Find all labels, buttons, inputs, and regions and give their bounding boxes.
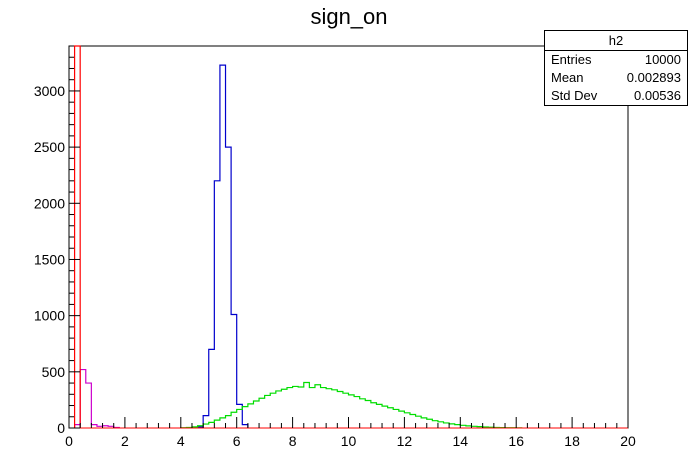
stats-label: Entries xyxy=(551,52,592,67)
bin-magenta xyxy=(91,425,97,428)
plot-frame xyxy=(68,45,629,429)
bin-green xyxy=(287,388,293,428)
bin-blue xyxy=(209,349,215,428)
bin-green xyxy=(371,403,377,428)
stats-box: h2 Entries 10000 Mean 0.002893 Std Dev 0… xyxy=(544,30,688,106)
bin-green xyxy=(337,391,343,428)
bin-green xyxy=(248,404,254,428)
bin-green xyxy=(382,406,388,428)
bin-green xyxy=(293,386,299,428)
bin-green xyxy=(332,390,338,428)
bin-red xyxy=(75,46,81,428)
bin-green xyxy=(309,388,315,428)
stats-value: 0.00536 xyxy=(634,88,681,103)
stats-value: 0.002893 xyxy=(626,70,681,85)
y-tick-label: 1000 xyxy=(34,308,65,324)
bin-green xyxy=(399,411,405,428)
bin-green xyxy=(281,389,287,428)
series-blue-histogram xyxy=(196,64,249,428)
series-red-histogram xyxy=(73,45,81,428)
bin-green xyxy=(365,400,371,428)
y-tick-label: 0 xyxy=(57,420,65,436)
bin-green xyxy=(393,409,399,428)
bin-magenta xyxy=(86,383,92,428)
stats-box-name: h2 xyxy=(545,31,687,51)
bin-blue xyxy=(231,315,237,428)
bin-green xyxy=(444,423,450,428)
bin-green xyxy=(427,419,433,428)
bin-green xyxy=(231,412,237,428)
y-tick-label: 3000 xyxy=(34,83,65,99)
bin-green xyxy=(404,413,410,428)
stats-row-entries: Entries 10000 xyxy=(545,51,687,69)
stats-label: Mean xyxy=(551,70,584,85)
bin-green xyxy=(242,407,248,428)
y-tick-label: 2000 xyxy=(34,195,65,211)
x-tick-label: 12 xyxy=(397,433,413,449)
bin-green xyxy=(237,409,243,428)
bin-green xyxy=(432,421,438,428)
bin-green xyxy=(298,387,304,428)
bin-blue xyxy=(220,65,226,428)
bin-green xyxy=(410,415,416,428)
series-green-histogram xyxy=(180,381,523,429)
stats-row-mean: Mean 0.002893 xyxy=(545,69,687,87)
bin-green xyxy=(360,399,366,428)
x-tick-label: 6 xyxy=(233,433,241,449)
bin-green xyxy=(343,393,349,428)
bin-green xyxy=(388,408,394,428)
bin-green xyxy=(421,418,427,428)
bin-magenta xyxy=(80,370,86,428)
bin-blue xyxy=(214,181,220,428)
bin-green xyxy=(209,422,215,428)
bin-blue xyxy=(226,147,232,428)
bin-green xyxy=(354,397,360,428)
bin-green xyxy=(259,398,265,428)
x-tick-label: 18 xyxy=(564,433,580,449)
bin-green xyxy=(376,404,382,428)
y-tick-label: 1500 xyxy=(34,251,65,267)
bin-green xyxy=(321,388,327,428)
x-tick-label: 0 xyxy=(65,433,73,449)
x-tick-label: 20 xyxy=(620,433,636,449)
bin-green xyxy=(270,393,276,428)
bin-green xyxy=(304,382,310,428)
bin-green xyxy=(455,425,461,428)
x-tick-label: 14 xyxy=(453,433,469,449)
bin-green xyxy=(203,424,209,428)
bin-green xyxy=(214,420,220,428)
bin-green xyxy=(276,391,282,428)
x-tick-label: 10 xyxy=(341,433,357,449)
bin-green xyxy=(326,389,332,428)
bin-green xyxy=(438,422,444,428)
bin-green xyxy=(315,385,321,428)
bin-green xyxy=(416,416,422,428)
stats-value: 10000 xyxy=(644,52,681,67)
chart-title: sign_on xyxy=(310,4,388,29)
bin-green xyxy=(349,395,355,428)
stats-label: Std Dev xyxy=(551,88,598,103)
x-tick-label: 2 xyxy=(121,433,129,449)
bin-green xyxy=(449,424,455,428)
x-tick-label: 16 xyxy=(508,433,524,449)
x-tick-label: 4 xyxy=(177,433,185,449)
y-tick-label: 2500 xyxy=(34,139,65,155)
y-tick-label: 500 xyxy=(42,364,66,380)
bin-green xyxy=(220,418,226,428)
x-tick-label: 8 xyxy=(289,433,297,449)
bin-green xyxy=(226,416,232,428)
bin-green xyxy=(265,395,271,428)
stats-row-stddev: Std Dev 0.00536 xyxy=(545,87,687,105)
bin-green xyxy=(253,401,259,428)
